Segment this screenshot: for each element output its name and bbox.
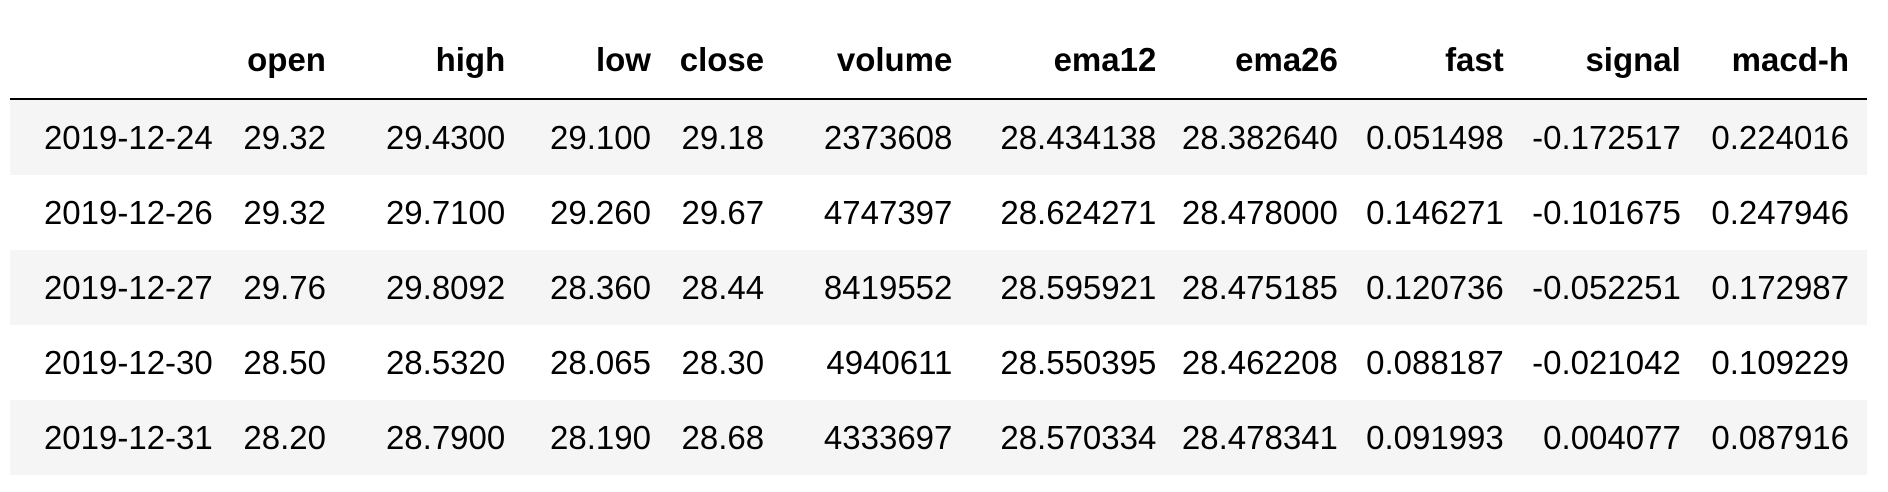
cell-high: 29.4300 [385, 118, 506, 156]
cell-ema26: 28.478341 [1181, 418, 1338, 456]
cell-low: 29.100 [550, 118, 651, 156]
cell-fast: 0.146271 [1366, 193, 1504, 231]
table-row: 2019-12-24 29.32 29.4300 29.100 29.18 23… [10, 99, 1867, 175]
cell-close: 28.68 [681, 418, 765, 456]
cell-volume: 4747397 [823, 193, 953, 231]
cell-ema12: 28.624271 [1000, 193, 1157, 231]
column-header-ema26: ema26 [1174, 22, 1356, 100]
cell-ema12: 28.570334 [1000, 418, 1157, 456]
cell-ema12: 28.595921 [1000, 268, 1157, 306]
cell-high: 28.7900 [385, 418, 506, 456]
cell-volume: 4333697 [823, 418, 953, 456]
cell-high: 28.5320 [385, 343, 506, 381]
row-index: 2019-12-30 [43, 343, 213, 381]
column-header-open: open [230, 22, 344, 100]
cell-close: 28.30 [681, 343, 765, 381]
cell-macd-h: 0.172987 [1711, 268, 1849, 306]
cell-open: 29.32 [243, 118, 326, 156]
cell-low: 28.360 [550, 268, 651, 306]
column-header-close: close [668, 22, 783, 100]
cell-low: 29.260 [550, 193, 651, 231]
cell-open: 29.76 [243, 268, 326, 306]
cell-signal: -0.101675 [1532, 193, 1681, 231]
cell-ema12: 28.550395 [1000, 343, 1157, 381]
table-row: 2019-12-27 29.76 29.8092 28.360 28.44 84… [10, 250, 1867, 325]
cell-ema26: 28.382640 [1181, 118, 1338, 156]
header-row: open high low close volume ema12 ema26 f… [10, 22, 1867, 100]
cell-close: 29.18 [681, 118, 765, 156]
cell-fast: 0.051498 [1366, 118, 1504, 156]
cell-high: 29.7100 [385, 193, 506, 231]
cell-volume: 8419552 [823, 268, 953, 306]
row-index: 2019-12-24 [43, 118, 213, 156]
cell-fast: 0.088187 [1366, 343, 1504, 381]
cell-ema26: 28.475185 [1181, 268, 1338, 306]
cell-fast: 0.091993 [1366, 418, 1504, 456]
column-header-low: low [523, 22, 669, 100]
cell-close: 29.67 [681, 193, 765, 231]
table-row: 2019-12-30 28.50 28.5320 28.065 28.30 49… [10, 325, 1867, 400]
column-header-volume: volume [782, 22, 971, 100]
cell-signal: -0.172517 [1532, 118, 1681, 156]
column-header-high: high [343, 22, 524, 100]
cell-ema12: 28.434138 [1000, 118, 1157, 156]
cell-macd-h: 0.087916 [1711, 418, 1849, 456]
dataframe-output: open high low close volume ema12 ema26 f… [10, 22, 1867, 475]
column-header-fast: fast [1355, 22, 1522, 100]
cell-high: 29.8092 [385, 268, 506, 306]
cell-low: 28.190 [550, 418, 651, 456]
row-index: 2019-12-31 [43, 418, 213, 456]
dataframe-table: open high low close volume ema12 ema26 f… [10, 22, 1867, 475]
table-row: 2019-12-31 28.20 28.7900 28.190 28.68 43… [10, 400, 1867, 475]
cell-macd-h: 0.109229 [1711, 343, 1849, 381]
column-header-macd-h: macd-h [1698, 22, 1867, 100]
cell-signal: 0.004077 [1543, 418, 1681, 456]
cell-open: 28.20 [243, 418, 326, 456]
cell-volume: 2373608 [823, 118, 953, 156]
cell-signal: -0.052251 [1532, 268, 1681, 306]
row-index: 2019-12-26 [43, 193, 213, 231]
cell-low: 28.065 [550, 343, 651, 381]
cell-volume: 4940611 [826, 343, 953, 381]
column-header-ema12: ema12 [970, 22, 1175, 100]
row-index: 2019-12-27 [43, 268, 213, 306]
cell-open: 28.50 [243, 343, 326, 381]
table-row: 2019-12-26 29.32 29.7100 29.260 29.67 47… [10, 175, 1867, 250]
cell-ema26: 28.462208 [1181, 343, 1338, 381]
index-header [10, 22, 231, 100]
column-header-signal: signal [1521, 22, 1699, 100]
cell-fast: 0.120736 [1366, 268, 1504, 306]
cell-macd-h: 0.224016 [1711, 118, 1849, 156]
cell-macd-h: 0.247946 [1711, 193, 1849, 231]
cell-open: 29.32 [243, 193, 326, 231]
cell-close: 28.44 [681, 268, 765, 306]
cell-signal: -0.021042 [1532, 343, 1681, 381]
cell-ema26: 28.478000 [1181, 193, 1338, 231]
